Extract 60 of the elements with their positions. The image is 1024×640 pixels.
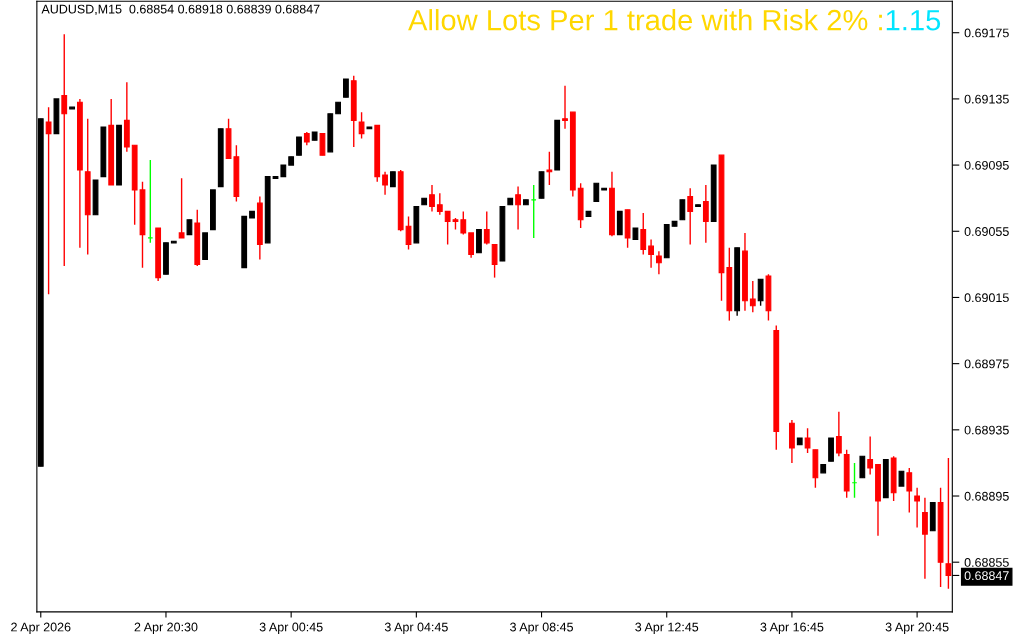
candlestick: [702, 184, 709, 244]
x-tick-label: 2 Apr 2026: [11, 622, 71, 634]
candlestick: [405, 215, 412, 251]
candlestick: [483, 210, 490, 246]
y-tick-label: 0.68935: [964, 425, 1009, 435]
candlestick: [546, 151, 553, 186]
candlestick: [616, 210, 623, 236]
candlestick: [45, 106, 52, 295]
candlestick: [914, 487, 921, 529]
candlestick: [648, 238, 654, 269]
x-tick-label: 2 Apr 20:30: [134, 622, 198, 634]
candlestick: [476, 228, 482, 254]
candlestick: [429, 184, 435, 213]
candlestick: [749, 280, 756, 314]
x-tick-label: 3 Apr 04:45: [384, 622, 448, 634]
candlestick: [867, 435, 874, 476]
x-tick-label: 3 Apr 08:45: [510, 622, 573, 634]
y-tick-label: 0.69175: [964, 28, 1009, 38]
candlestick: [906, 467, 913, 514]
candlestick: [687, 187, 694, 246]
candlestick: [343, 78, 349, 98]
y-tick-label: 0.68895: [964, 491, 1009, 501]
candlestick: [656, 250, 662, 275]
candlestick: [61, 33, 68, 267]
candlestick: [460, 210, 467, 236]
candlestick: [562, 84, 568, 130]
annotation: Allow Lots Per 1 trade with Risk 2% :: [408, 9, 882, 31]
candlestick: [491, 243, 498, 279]
candlestick: [178, 177, 185, 239]
y-tick-label: 0.69095: [964, 160, 1009, 170]
candlestick: [640, 212, 647, 256]
candlestick: [358, 111, 365, 140]
x-tick-label: 3 Apr 00:45: [259, 622, 323, 634]
candlestick: [922, 496, 928, 580]
candlestick: [147, 159, 154, 244]
candlestick: [468, 232, 475, 259]
candlestick: [835, 410, 842, 457]
annotation: 1.15: [886, 10, 941, 31]
y-tick-label: 0.68847: [964, 571, 1009, 581]
candlestick: [296, 136, 302, 156]
x-tick-label: 3 Apr 12:45: [635, 622, 699, 634]
y-tick-label: 0.68855: [964, 558, 1009, 567]
x-tick-label: 3 Apr 20:45: [885, 622, 949, 634]
candlestick: [679, 199, 686, 221]
y-tick-label: 0.69055: [964, 227, 1009, 236]
candlestick: [804, 427, 811, 454]
y-tick-label: 0.69135: [964, 94, 1009, 104]
candlestick: [859, 455, 866, 479]
candlestick: [436, 192, 443, 216]
candlestick: [945, 457, 952, 590]
candlestick: [593, 182, 600, 203]
x-tick-label: 3 Apr 16:45: [760, 622, 824, 634]
y-tick-label: 0.69015: [964, 293, 1009, 303]
candlestick: [828, 437, 834, 462]
chart-title: AUDUSD,M15 0.68854 0.68918 0.68839 0.68847: [41, 4, 320, 15]
y-tick-label: 0.68975: [964, 359, 1009, 369]
candlestick: [319, 132, 326, 156]
candlestick: [757, 278, 764, 307]
candlestick: [515, 185, 521, 231]
candlestick: [382, 171, 388, 196]
